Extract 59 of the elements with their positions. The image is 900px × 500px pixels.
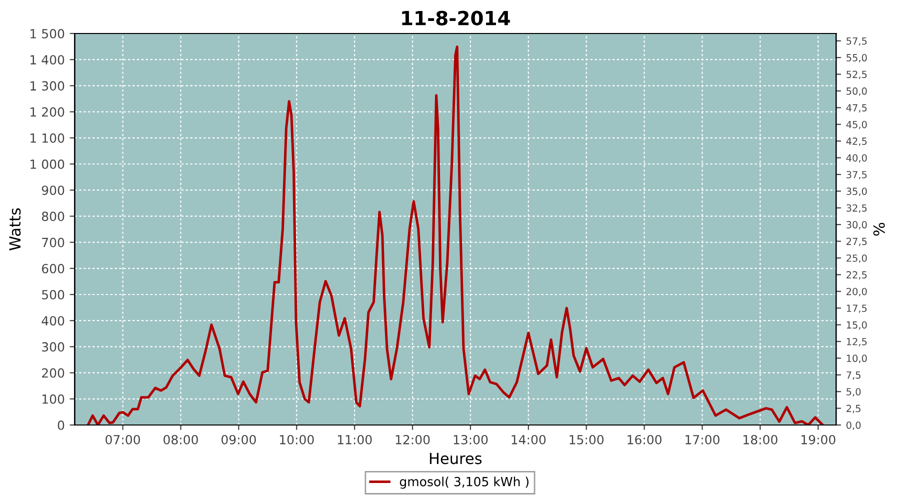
y-tick-label: 600: [42, 264, 64, 274]
y2-tick-label: 47,5: [846, 104, 867, 112]
x-tick-label: 07:00: [106, 434, 140, 444]
x-tick-label: 08:00: [164, 434, 198, 444]
y-tick-label: 1 400: [30, 55, 64, 65]
y2-tick-label: 37,5: [846, 170, 867, 180]
y2-tick-label: 15,0: [846, 321, 867, 330]
y2-tick-label: 42,5: [846, 138, 867, 146]
y-tick-label: 1 200: [30, 107, 64, 117]
y-tick-label: 800: [42, 212, 64, 222]
y-tick-label: 1 000: [30, 159, 64, 169]
y2-axis-title: %: [873, 222, 885, 236]
y-tick-label: 900: [42, 186, 64, 196]
legend-label: gmosol( 3,105 kWh ): [400, 476, 528, 489]
y-tick-label: 0: [58, 420, 64, 430]
y2-tick-label: 22,5: [846, 271, 867, 280]
y-tick-label: 1 500: [30, 28, 64, 38]
y-tick-label: 1 100: [30, 133, 64, 143]
y2-tick-label: 17,5: [846, 304, 867, 313]
line-series: [86, 46, 824, 425]
x-tick-label: 16:00: [628, 434, 662, 444]
y2-tick-label: 55,0: [846, 54, 867, 62]
y2-tick-label: 2,5: [846, 404, 860, 414]
x-tick-label: 17:00: [686, 434, 720, 444]
y2-tick-label: 45,0: [846, 120, 867, 130]
y-tick-label: 300: [42, 342, 64, 352]
y2-tick-label: 57,5: [846, 37, 867, 46]
y2-tick-label: 52,5: [846, 70, 867, 80]
y2-tick-label: 10,0: [846, 354, 867, 364]
x-tick-label: 14:00: [512, 434, 546, 444]
y2-tick-label: 35,0: [846, 188, 867, 196]
y2-tick-label: 0,0: [846, 421, 861, 430]
y-tick-label: 400: [42, 316, 64, 326]
y2-tick-label: 25,0: [846, 254, 867, 263]
y-tick-label: 1 300: [30, 81, 64, 91]
y2-tick-label: 5,0: [846, 388, 861, 396]
y2-tick-label: 50,0: [846, 87, 867, 96]
y2-tick-label: 40,0: [846, 154, 867, 163]
x-tick-label: 19:00: [802, 434, 836, 444]
chart-title: 11-8-2014: [402, 10, 510, 26]
y2-tick-label: 27,5: [846, 238, 867, 246]
y-tick-label: 200: [42, 368, 64, 378]
x-tick-label: 10:00: [280, 434, 314, 444]
y2-tick-label: 20,0: [846, 288, 867, 296]
x-axis-title: Heures: [430, 452, 482, 464]
x-tick-label: 12:00: [396, 434, 430, 444]
y-tick-label: 700: [42, 238, 64, 248]
y2-tick-label: 30,0: [846, 221, 867, 230]
y-tick-label: 500: [42, 290, 64, 300]
x-tick-label: 18:00: [744, 434, 778, 444]
y-axis-title: Watts: [9, 208, 21, 250]
y2-tick-label: 32,5: [846, 204, 867, 213]
x-tick-label: 11:00: [338, 434, 372, 444]
x-tick-label: 09:00: [221, 434, 256, 444]
y2-tick-label: 12,5: [846, 338, 867, 346]
x-tick-label: 15:00: [570, 434, 604, 444]
y-tick-label: 100: [42, 394, 64, 404]
x-tick-label: 13:00: [454, 434, 488, 444]
y2-tick-label: 7,5: [846, 372, 860, 380]
